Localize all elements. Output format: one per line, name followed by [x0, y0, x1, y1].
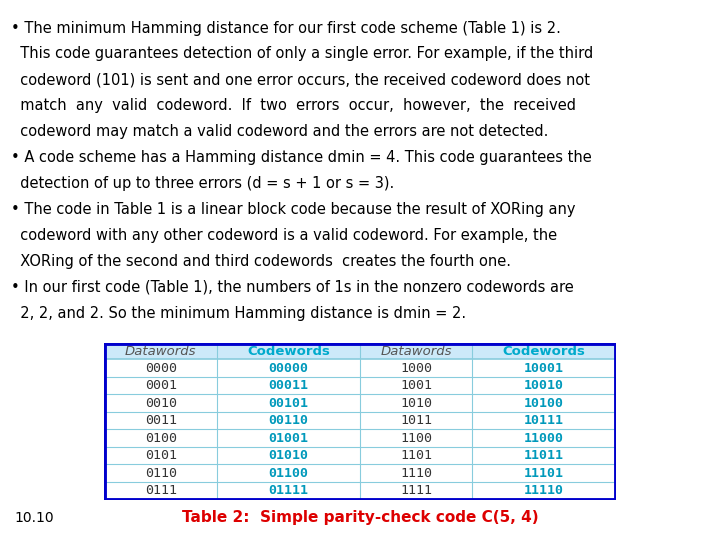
Text: • A code scheme has a Hamming distance dmin = 4. This code guarantees the: • A code scheme has a Hamming distance d…: [11, 150, 591, 165]
Text: match  any  valid  codeword.  If  two  errors  occur,  however,  the  received: match any valid codeword. If two errors …: [11, 98, 576, 113]
Text: Table 2:  Simple parity-check code C(5, 4): Table 2: Simple parity-check code C(5, 4…: [181, 510, 539, 525]
Text: 10010: 10010: [524, 379, 564, 392]
Text: 1100: 1100: [400, 431, 432, 444]
Text: 01010: 01010: [269, 449, 308, 462]
Text: 2, 2, and 2. So the minimum Hamming distance is dmin = 2.: 2, 2, and 2. So the minimum Hamming dist…: [11, 306, 466, 321]
Text: 1101: 1101: [400, 449, 432, 462]
Text: 1110: 1110: [400, 467, 432, 480]
Text: 1111: 1111: [400, 484, 432, 497]
Text: Datawords: Datawords: [380, 345, 452, 357]
Text: detection of up to three errors (d = s + 1 or s = 3).: detection of up to three errors (d = s +…: [11, 176, 394, 191]
Text: 0110: 0110: [145, 467, 176, 480]
Text: • The minimum Hamming distance for our first code scheme (Table 1) is 2.: • The minimum Hamming distance for our f…: [11, 21, 561, 36]
Text: codeword may match a valid codeword and the errors are not detected.: codeword may match a valid codeword and …: [11, 124, 548, 139]
Text: 11011: 11011: [524, 449, 564, 462]
Text: 11101: 11101: [524, 467, 564, 480]
Text: 01001: 01001: [269, 431, 308, 444]
Text: 00110: 00110: [269, 414, 308, 427]
Text: Codewords: Codewords: [503, 345, 585, 357]
Text: 0101: 0101: [145, 449, 176, 462]
Text: 01111: 01111: [269, 484, 308, 497]
FancyBboxPatch shape: [217, 343, 360, 359]
Text: 1010: 1010: [400, 397, 432, 410]
FancyBboxPatch shape: [104, 343, 616, 500]
FancyBboxPatch shape: [472, 343, 616, 359]
Text: 10111: 10111: [524, 414, 564, 427]
Text: 10100: 10100: [524, 397, 564, 410]
Text: Datawords: Datawords: [125, 345, 197, 357]
Text: 00011: 00011: [269, 379, 308, 392]
Text: 00000: 00000: [269, 362, 308, 375]
Text: XORing of the second and third codewords  creates the fourth one.: XORing of the second and third codewords…: [11, 254, 510, 269]
Text: 10001: 10001: [524, 362, 564, 375]
Text: 1011: 1011: [400, 414, 432, 427]
Text: Codewords: Codewords: [247, 345, 330, 357]
Text: 11110: 11110: [524, 484, 564, 497]
Text: 10.10: 10.10: [14, 511, 54, 525]
FancyBboxPatch shape: [360, 343, 472, 359]
Text: 0010: 0010: [145, 397, 176, 410]
Text: codeword with any other codeword is a valid codeword. For example, the: codeword with any other codeword is a va…: [11, 228, 557, 243]
Text: • In our first code (Table 1), the numbers of 1s in the nonzero codewords are: • In our first code (Table 1), the numbe…: [11, 280, 573, 295]
Text: 1001: 1001: [400, 379, 432, 392]
Text: • The code in Table 1 is a linear block code because the result of XORing any: • The code in Table 1 is a linear block …: [11, 202, 575, 217]
Text: 0100: 0100: [145, 431, 176, 444]
Text: This code guarantees detection of only a single error. For example, if the third: This code guarantees detection of only a…: [11, 46, 593, 62]
Text: 00101: 00101: [269, 397, 308, 410]
Text: 0111: 0111: [145, 484, 176, 497]
Text: 01100: 01100: [269, 467, 308, 480]
Text: 0001: 0001: [145, 379, 176, 392]
Text: 1000: 1000: [400, 362, 432, 375]
Text: 0011: 0011: [145, 414, 176, 427]
FancyBboxPatch shape: [104, 343, 217, 359]
Text: 11000: 11000: [524, 431, 564, 444]
Text: codeword (101) is sent and one error occurs, the received codeword does not: codeword (101) is sent and one error occ…: [11, 72, 590, 87]
Text: 0000: 0000: [145, 362, 176, 375]
